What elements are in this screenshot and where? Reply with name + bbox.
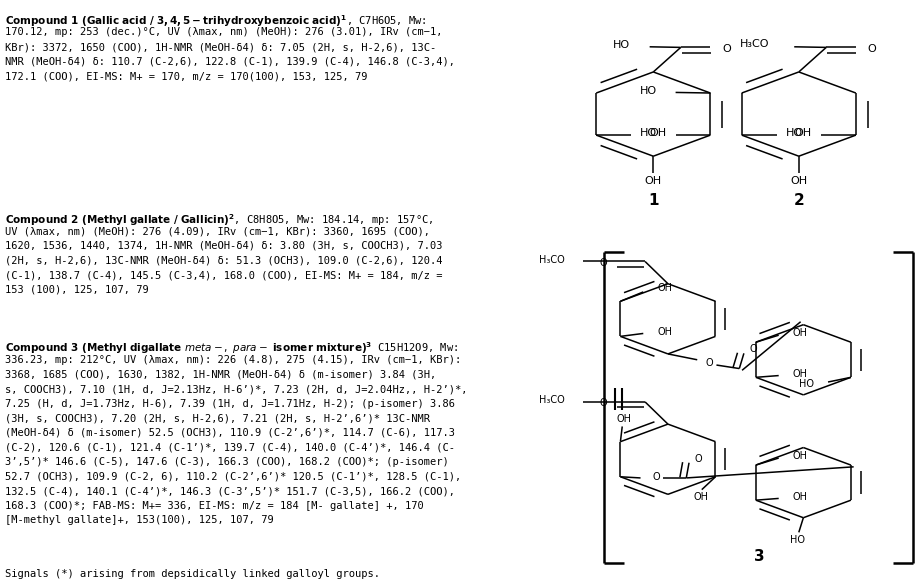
Text: OH: OH <box>694 491 708 502</box>
Text: s, COOCH3), 7.10 (1H, d, J=2.13Hz, H-6’)*, 7.23 (2H, d, J=2.04Hz,, H-2’)*,: s, COOCH3), 7.10 (1H, d, J=2.13Hz, H-6’)… <box>5 384 468 394</box>
Text: 3: 3 <box>754 549 765 565</box>
Text: HO: HO <box>800 379 814 390</box>
Text: HO: HO <box>791 535 805 545</box>
Text: OH: OH <box>792 450 807 461</box>
Text: H₃CO: H₃CO <box>539 254 565 265</box>
Text: (2H, s, H-2,6), 13C-NMR (MeOH-δ4) δ: 51.3 (OCH3), 109.0 (C-2,6), 120.4: (2H, s, H-2,6), 13C-NMR (MeOH-δ4) δ: 51.… <box>5 256 443 266</box>
Text: OH: OH <box>795 128 812 139</box>
Text: 132.5 (C-4), 140.1 (C-4’)*, 146.3 (C-3’,5’)* 151.7 (C-3,5), 166.2 (COO),: 132.5 (C-4), 140.1 (C-4’)*, 146.3 (C-3’,… <box>5 486 456 496</box>
Text: O: O <box>652 472 660 483</box>
Text: H₃CO: H₃CO <box>740 39 770 50</box>
Text: O: O <box>694 453 702 464</box>
Text: OH: OH <box>650 128 666 139</box>
Text: 7.25 (H, d, J=1.73Hz, H-6), 7.39 (1H, d, J=1.71Hz, H-2); (p-isomer) 3.86: 7.25 (H, d, J=1.73Hz, H-6), 7.39 (1H, d,… <box>5 399 456 409</box>
Text: (MeOH-δ4) δ (m-isomer) 52.5 (OCH3), 110.9 (C-2’,6’)*, 114.7 (C-6), 117.3: (MeOH-δ4) δ (m-isomer) 52.5 (OCH3), 110.… <box>5 428 456 438</box>
Text: 153 (100), 125, 107, 79: 153 (100), 125, 107, 79 <box>5 285 149 295</box>
Text: KBr): 3372, 1650 (COO), 1H-NMR (MeOH-δ4) δ: 7.05 (2H, s, H-2,6), 13C-: KBr): 3372, 1650 (COO), 1H-NMR (MeOH-δ4)… <box>5 42 436 52</box>
Text: 3’,5’)* 146.6 (C-5), 147.6 (C-3), 166.3 (COO), 168.2 (COO)*; (p-isomer): 3’,5’)* 146.6 (C-5), 147.6 (C-3), 166.3 … <box>5 457 449 467</box>
Text: OH: OH <box>792 328 807 338</box>
Text: O: O <box>705 357 713 368</box>
Text: 1620, 1536, 1440, 1374, 1H-NMR (MeOH-δ4) δ: 3.80 (3H, s, COOCH3), 7.03: 1620, 1536, 1440, 1374, 1H-NMR (MeOH-δ4)… <box>5 241 443 251</box>
Text: O: O <box>722 44 731 54</box>
Text: O: O <box>749 344 757 355</box>
Text: OH: OH <box>617 414 631 425</box>
Text: O: O <box>867 44 877 54</box>
Text: OH: OH <box>792 369 807 380</box>
Text: $\bf{Compound\ 3\ (Methyl\ digallate\ }$$\it{meta-,\ para-}$$\bf{\ isomer\ mixtu: $\bf{Compound\ 3\ (Methyl\ digallate\ }$… <box>5 340 458 356</box>
Text: OH: OH <box>792 492 807 503</box>
Text: 170.12, mp: 253 (dec.)°C, UV (λmax, nm) (MeOH): 276 (3.01), IRv (cm−1,: 170.12, mp: 253 (dec.)°C, UV (λmax, nm) … <box>5 27 443 37</box>
Text: (C-2), 120.6 (C-1), 121.4 (C-1’)*, 139.7 (C-4), 140.0 (C-4’)*, 146.4 (C-: (C-2), 120.6 (C-1), 121.4 (C-1’)*, 139.7… <box>5 443 456 453</box>
Text: HO: HO <box>640 86 657 97</box>
Text: 52.7 (OCH3), 109.9 (C-2, 6), 110.2 (C-2’,6’)* 120.5 (C-1’)*, 128.5 (C-1),: 52.7 (OCH3), 109.9 (C-2, 6), 110.2 (C-2’… <box>5 472 462 481</box>
Text: OH: OH <box>657 327 672 338</box>
Text: 3368, 1685 (COO), 1630, 1382, 1H-NMR (MeOH-δ4) δ (m-isomer) 3.84 (3H,: 3368, 1685 (COO), 1630, 1382, 1H-NMR (Me… <box>5 370 436 380</box>
Text: (C-1), 138.7 (C-4), 145.5 (C-3,4), 168.0 (COO), EI-MS: M+ = 184, m/z =: (C-1), 138.7 (C-4), 145.5 (C-3,4), 168.0… <box>5 270 443 280</box>
Text: 1: 1 <box>648 192 659 208</box>
Text: 172.1 (COO), EI-MS: M+ = 170, m/z = 170(100), 153, 125, 79: 172.1 (COO), EI-MS: M+ = 170, m/z = 170(… <box>5 71 368 81</box>
Text: HO: HO <box>786 128 802 139</box>
Text: 168.3 (COO)*; FAB-MS: M+= 336, EI-MS: m/z = 184 [M- gallate] +, 170: 168.3 (COO)*; FAB-MS: M+= 336, EI-MS: m/… <box>5 501 425 511</box>
Text: UV (λmax, nm) (MeOH): 276 (4.09), IRv (cm−1, KBr): 3360, 1695 (COO),: UV (λmax, nm) (MeOH): 276 (4.09), IRv (c… <box>5 226 430 236</box>
Text: HO: HO <box>640 128 657 139</box>
Text: OH: OH <box>645 176 662 186</box>
Text: H₃CO: H₃CO <box>539 395 565 405</box>
Text: OH: OH <box>657 283 672 294</box>
Text: Signals (*) arising from depsidically linked galloyl groups.: Signals (*) arising from depsidically li… <box>5 569 381 579</box>
Text: O: O <box>599 257 607 268</box>
Text: $\bf{Compound\ 1\ (Gallic\ acid\ /\ 3,4,5-trihydroxybenzoic\ acid)}^1$, C7H6O5, : $\bf{Compound\ 1\ (Gallic\ acid\ /\ 3,4,… <box>5 13 427 29</box>
Text: [M-methyl gallate]+, 153(100), 125, 107, 79: [M-methyl gallate]+, 153(100), 125, 107,… <box>5 515 274 525</box>
Text: $\bf{Compound\ 2\ (Methyl\ gallate\ /\ Gallicin)}^2$, C8H8O5, Mw: 184.14, mp: 15: $\bf{Compound\ 2\ (Methyl\ gallate\ /\ G… <box>5 212 434 228</box>
Text: O: O <box>599 398 607 408</box>
Text: (3H, s, COOCH3), 7.20 (2H, s, H-2,6), 7.21 (2H, s, H-2’,6’)* 13C-NMR: (3H, s, COOCH3), 7.20 (2H, s, H-2,6), 7.… <box>5 414 430 424</box>
Text: HO: HO <box>612 40 630 50</box>
Text: 2: 2 <box>793 192 804 208</box>
Text: 336.23, mp: 212°C, UV (λmax, nm): 226 (4.8), 275 (4.15), IRv (cm−1, KBr):: 336.23, mp: 212°C, UV (λmax, nm): 226 (4… <box>5 355 462 365</box>
Text: OH: OH <box>791 176 807 186</box>
Text: NMR (MeOH-δ4) δ: 110.7 (C-2,6), 122.8 (C-1), 139.9 (C-4), 146.8 (C-3,4),: NMR (MeOH-δ4) δ: 110.7 (C-2,6), 122.8 (C… <box>5 57 456 67</box>
